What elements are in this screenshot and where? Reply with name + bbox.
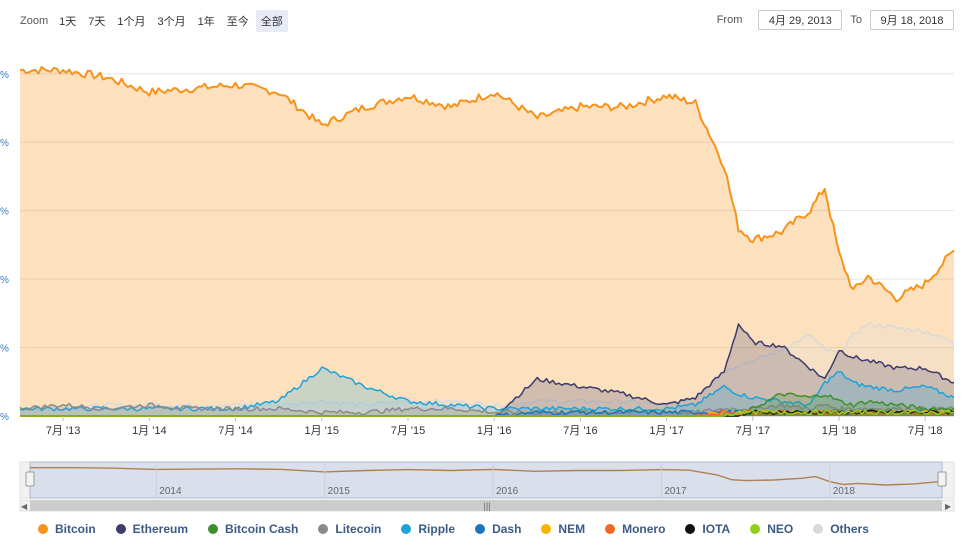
series-line-bitcoin <box>19 66 955 303</box>
x-tick-label: 1月 '14 <box>132 425 167 437</box>
legend-marker <box>38 524 48 534</box>
legend-marker <box>605 524 616 534</box>
zoom-bar: Zoom 1天 7天 1个月 3个月 1年 至今 全部 <box>20 10 290 32</box>
series-area-bitcoin-cash <box>20 393 954 416</box>
scrollbar-right-arrow[interactable]: ▶ <box>945 502 952 511</box>
series-area-monero <box>20 410 954 416</box>
legend-item-bitcoin[interactable]: Bitcoin <box>38 522 96 536</box>
to-date-input[interactable]: 9月 18, 2018 <box>870 10 954 30</box>
legend-marker <box>813 524 824 534</box>
zoom-button-ytd[interactable]: 至今 <box>226 16 249 28</box>
navigator-handle-left[interactable] <box>25 471 35 487</box>
x-tick-label: 7月 '17 <box>736 425 771 437</box>
legend-item-neo[interactable]: NEO <box>750 522 793 536</box>
x-tick-label: 1月 '15 <box>304 425 339 437</box>
navigator-year-label: 2016 <box>496 486 519 497</box>
legend-item-nem[interactable]: NEM <box>541 522 585 536</box>
series-area-ethereum <box>20 324 954 416</box>
zoom-button-all[interactable]: 全部 <box>255 10 288 32</box>
series-line-litecoin <box>19 402 955 416</box>
legend-label: Dash <box>492 522 522 536</box>
legend-label: Ripple <box>418 522 456 536</box>
navigator-handle-right[interactable] <box>937 471 947 487</box>
legend-item-monero[interactable]: Monero <box>605 522 665 536</box>
x-tick-label: 7月 '13 <box>46 425 81 437</box>
legend-item-ripple[interactable]: Ripple <box>401 522 455 536</box>
legend-label: NEM <box>558 522 586 536</box>
scrollbar-left-arrow[interactable]: ◀ <box>21 502 28 511</box>
legend-label: Monero <box>622 522 666 536</box>
legend-label: Ethereum <box>132 522 189 536</box>
legend-item-bitcoin-cash[interactable]: Bitcoin Cash <box>208 522 298 536</box>
legend-marker <box>685 524 696 534</box>
legend: Bitcoin Ethereum Bitcoin Cash Litecoin Rippl… <box>38 522 889 536</box>
x-tick-label: 7月 '16 <box>563 425 598 437</box>
legend-label: Litecoin <box>335 522 382 536</box>
zoom-button-3m[interactable]: 3个月 <box>157 16 186 28</box>
x-tick-label: 7月 '18 <box>908 425 943 437</box>
to-label: To <box>850 14 862 26</box>
legend-label: NEO <box>767 522 794 536</box>
market-share-chart: %%%%%% 7月 '13 1月 '14 7月 '14 1月 '15 7月 '15 1月 '… <box>0 66 955 512</box>
legend-item-dash[interactable]: Dash <box>475 522 521 536</box>
from-date-input[interactable]: 4月 29, 2013 <box>758 10 843 30</box>
scrollbar-thumb[interactable] <box>30 500 942 511</box>
from-label: From <box>716 14 743 26</box>
legend-label: Others <box>830 522 869 536</box>
series-area-others <box>20 322 954 416</box>
y-tick-label: % <box>0 344 9 355</box>
navigator-selection <box>29 461 943 499</box>
y-tick-label: % <box>0 207 9 218</box>
zoom-button-1m[interactable]: 1个月 <box>117 16 146 28</box>
y-tick-label: % <box>0 412 9 423</box>
y-tick-label: % <box>0 138 9 149</box>
legend-item-others[interactable]: Others <box>813 522 869 536</box>
series-line-neo <box>20 409 955 417</box>
series-line-others <box>19 321 955 412</box>
series-area-iota <box>20 410 954 416</box>
zoom-label: Zoom <box>20 15 49 27</box>
legend-label: Bitcoin <box>55 522 96 536</box>
date-range: From 4月 29, 2013 To 9月 18, 2018 <box>717 10 954 30</box>
zoom-button-7d[interactable]: 7天 <box>88 16 106 28</box>
navigator-year-label: 2015 <box>328 486 351 497</box>
y-tick-label: % <box>0 70 9 81</box>
series-area-bitcoin <box>20 67 954 416</box>
x-tick-label: 1月 '18 <box>822 425 857 437</box>
x-tick-label: 7月 '14 <box>218 425 253 437</box>
legend-marker <box>208 524 219 534</box>
legend-item-ethereum[interactable]: Ethereum <box>115 522 189 536</box>
legend-marker <box>475 524 486 534</box>
x-tick-label: 1月 '17 <box>649 425 684 437</box>
legend-label: IOTA <box>702 522 731 536</box>
scrollbar-grip: ||| <box>483 501 490 511</box>
zoom-button-1y[interactable]: 1年 <box>197 16 215 28</box>
legend-label: Bitcoin Cash <box>225 522 299 536</box>
series-area-neo <box>20 410 954 416</box>
x-tick-label: 7月 '15 <box>391 425 426 437</box>
legend-marker <box>318 524 329 534</box>
navigator-year-label: 2017 <box>664 486 687 497</box>
legend-item-iota[interactable]: IOTA <box>685 522 730 536</box>
legend-item-litecoin[interactable]: Litecoin <box>318 522 381 536</box>
x-tick-label: 1月 '16 <box>477 425 512 437</box>
navigator-year-label: 2014 <box>159 486 182 497</box>
navigator-year-label: 2018 <box>833 486 856 497</box>
legend-marker <box>750 524 761 534</box>
legend-marker <box>115 524 126 534</box>
series-area-ripple <box>20 367 954 416</box>
y-tick-label: % <box>0 275 9 286</box>
legend-marker <box>401 524 412 534</box>
zoom-button-1d[interactable]: 1天 <box>59 16 77 28</box>
navigator-line <box>30 467 943 486</box>
legend-marker <box>541 524 552 534</box>
